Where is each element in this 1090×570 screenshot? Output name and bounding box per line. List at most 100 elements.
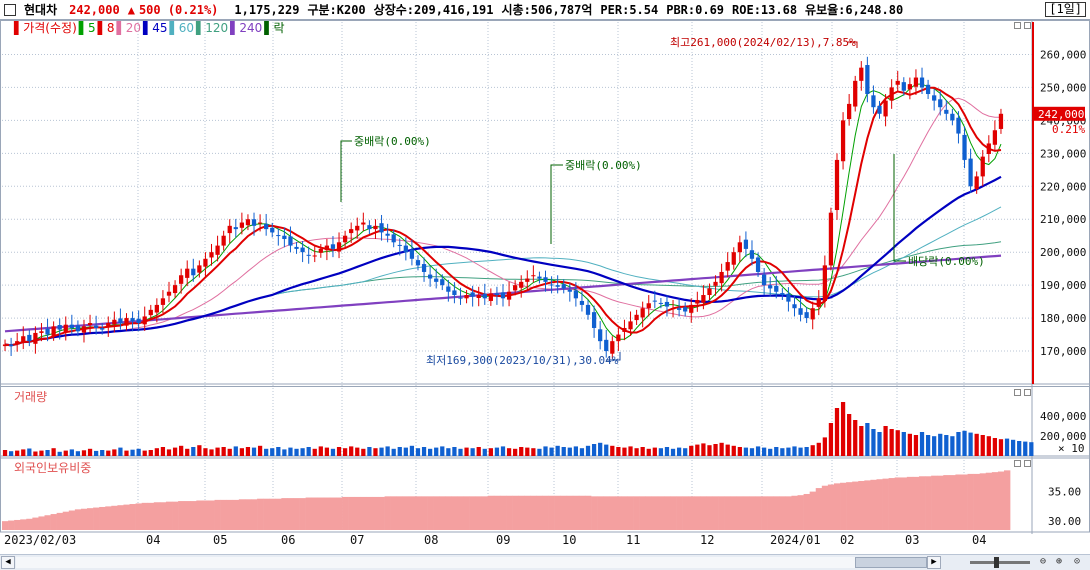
zoom-slider[interactable] bbox=[970, 561, 1030, 564]
foreign-ratio-bar bbox=[779, 496, 786, 530]
foreign-ratio-bar bbox=[190, 501, 197, 530]
foreign-ratio-bar bbox=[761, 496, 768, 530]
foreign-ratio-bar bbox=[281, 498, 288, 530]
volume-bar bbox=[33, 451, 38, 456]
volume-bar bbox=[239, 448, 244, 456]
candle-body bbox=[227, 225, 232, 234]
legend-ma240[interactable]: ▌240 bbox=[230, 21, 263, 35]
scroll-track[interactable] bbox=[16, 557, 941, 568]
candle-body bbox=[749, 250, 755, 259]
candle-body bbox=[695, 299, 700, 304]
candle-body bbox=[452, 290, 457, 296]
volume-bar bbox=[871, 429, 876, 456]
legend-ma8[interactable]: ▌8 bbox=[97, 21, 115, 35]
volume-bar bbox=[925, 435, 931, 456]
candle-body bbox=[616, 334, 621, 342]
candle-body bbox=[804, 312, 809, 319]
market-category: 구분:K200 bbox=[307, 3, 366, 17]
volume-bar bbox=[264, 448, 269, 456]
volume-bar bbox=[172, 447, 178, 456]
ex-dividend-pointer-1 bbox=[340, 140, 352, 202]
candle-body bbox=[69, 324, 74, 328]
scroll-right-arrow-icon[interactable]: ▶ bbox=[927, 556, 941, 569]
period-button[interactable]: [1일] bbox=[1045, 2, 1086, 17]
foreign-ratio-bar bbox=[433, 496, 440, 530]
foreign-ratio-bar bbox=[949, 475, 956, 530]
price-panel-close-icon[interactable] bbox=[1024, 22, 1031, 29]
volume-bar bbox=[15, 450, 20, 456]
foreign-ratio-bar bbox=[572, 495, 580, 530]
candle-body bbox=[652, 300, 657, 302]
zoom-slider-handle[interactable] bbox=[994, 557, 999, 568]
legend-ma5[interactable]: ▌5 bbox=[78, 21, 96, 35]
volume-bar bbox=[676, 447, 682, 456]
foreign-ratio-bar bbox=[493, 495, 501, 530]
candle-body bbox=[21, 336, 26, 343]
volume-bar bbox=[470, 448, 475, 456]
x-axis-label: 05 bbox=[213, 533, 227, 547]
foreign-ratio-bar bbox=[342, 496, 349, 530]
volume-bar bbox=[731, 445, 736, 456]
candle-body bbox=[549, 284, 554, 286]
foreign-ratio-bar bbox=[645, 496, 653, 530]
zoom-reset-icon[interactable]: ⊙ bbox=[1073, 556, 1081, 567]
volume-bar bbox=[197, 445, 202, 456]
volume-bar bbox=[725, 444, 730, 456]
volume-bar bbox=[816, 442, 821, 456]
legend-ma20[interactable]: ▌20 bbox=[116, 21, 142, 35]
candlesticks bbox=[2, 56, 1004, 359]
volume-bar bbox=[215, 447, 220, 456]
price-panel-minimize-icon[interactable] bbox=[1014, 22, 1021, 29]
candle-body bbox=[640, 308, 645, 318]
legend-ex-rights[interactable]: ▌락 bbox=[264, 21, 285, 35]
foreign-ratio-bar bbox=[244, 499, 252, 530]
foreign-ratio-bar bbox=[858, 480, 865, 530]
legend-ma120[interactable]: ▌120 bbox=[196, 21, 229, 35]
foreign-ratio-bar bbox=[293, 498, 300, 530]
volume-bar bbox=[980, 435, 985, 456]
zoom-in-icon[interactable]: ⊕ bbox=[1055, 556, 1063, 567]
stock-name[interactable]: 현대차 bbox=[24, 3, 58, 17]
foreign-ratio-bar bbox=[275, 498, 282, 530]
candle-body bbox=[646, 303, 651, 309]
candle-body bbox=[179, 275, 184, 284]
price-chart[interactable]: 260,000250,000240,000230,000220,000210,0… bbox=[0, 20, 1090, 554]
foreign-ratio-bar bbox=[566, 495, 574, 530]
foreign-ratio-bar bbox=[184, 501, 191, 530]
candle-body bbox=[598, 329, 603, 342]
volume-bar bbox=[397, 447, 402, 456]
foreign-panel-minimize-icon[interactable] bbox=[1014, 460, 1021, 467]
legend-ma45[interactable]: ▌45 bbox=[143, 21, 168, 35]
candle-body bbox=[689, 304, 694, 313]
price-tick-label: 250,000 bbox=[1040, 81, 1086, 94]
foreign-ratio-bar bbox=[408, 496, 416, 530]
volume-bar bbox=[907, 433, 912, 456]
foreign-ratio-panel-label[interactable]: 외국인보유비중 bbox=[14, 461, 92, 475]
foreign-ratio-bar bbox=[93, 507, 100, 530]
candle-body bbox=[537, 276, 542, 279]
volume-panel-label[interactable]: 거래량 bbox=[14, 390, 48, 404]
legend-price[interactable]: ▌가격(수정) bbox=[14, 21, 77, 35]
candle-body bbox=[932, 95, 937, 101]
candle-body bbox=[349, 229, 354, 234]
volume-bar bbox=[591, 444, 597, 456]
legend-ma60[interactable]: ▌60 bbox=[169, 21, 195, 35]
chart-scrollbar[interactable]: ◀ ▶ ⊖ ⊕ ⊙ bbox=[0, 554, 1090, 570]
volume-bar bbox=[276, 447, 281, 456]
volume-panel-minimize-icon[interactable] bbox=[1014, 389, 1021, 396]
scroll-left-arrow-icon[interactable]: ◀ bbox=[1, 556, 15, 569]
candle-body bbox=[701, 295, 706, 303]
zoom-out-icon[interactable]: ⊖ bbox=[1039, 556, 1047, 567]
foreign-ratio-bar bbox=[250, 499, 258, 530]
volume-bar bbox=[804, 447, 809, 456]
high-price-pointer bbox=[848, 41, 858, 48]
symbol-selector-box[interactable] bbox=[4, 3, 16, 16]
candle-body bbox=[379, 223, 384, 233]
volume-bar bbox=[701, 443, 706, 456]
foreign-panel-close-icon[interactable] bbox=[1024, 460, 1031, 467]
price-tick-label: 230,000 bbox=[1040, 147, 1086, 160]
x-axis-label: 08 bbox=[424, 533, 438, 547]
volume-panel-close-icon[interactable] bbox=[1024, 389, 1031, 396]
scroll-thumb[interactable] bbox=[855, 557, 927, 568]
pbr-value: PBR:0.69 bbox=[666, 2, 725, 17]
